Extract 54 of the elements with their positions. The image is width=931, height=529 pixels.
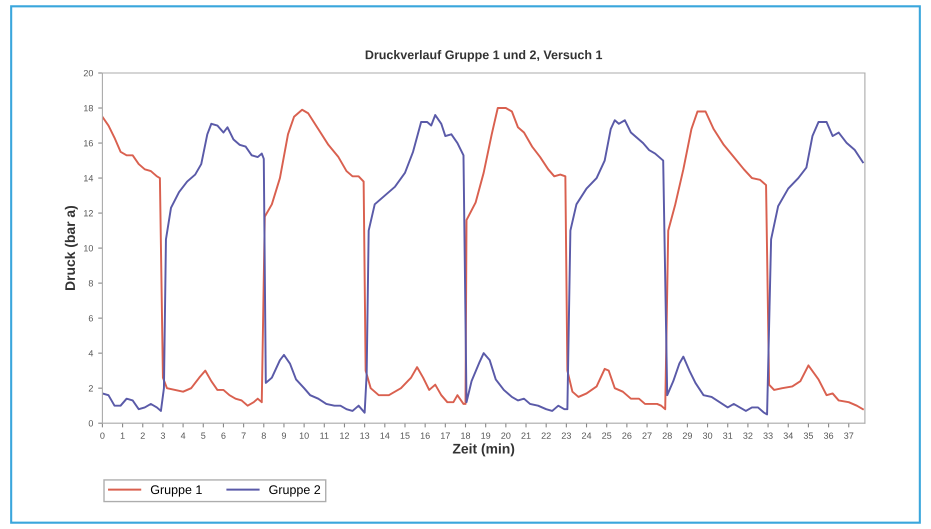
x-tick-label: 5: [201, 432, 206, 439]
y-tick-label: 12: [84, 210, 93, 216]
x-tick-label: 1: [120, 432, 125, 439]
legend-label: Gruppe 2: [269, 485, 320, 497]
y-tick-label: 2: [88, 385, 93, 392]
x-tick-label: 27: [642, 432, 652, 439]
y-tick-label: 4: [88, 350, 94, 356]
x-tick-label: 30: [702, 432, 712, 439]
x-tick-label: 9: [282, 432, 286, 439]
x-tick-label: 18: [461, 432, 470, 439]
y-tick-label: 8: [88, 280, 93, 286]
x-tick-label: 8: [262, 432, 266, 439]
y-tick-label: 10: [84, 245, 94, 252]
x-tick-label: 4: [180, 432, 186, 439]
x-tick-label: 22: [542, 432, 551, 439]
y-tick-label: 0: [88, 420, 94, 427]
y-tick-label: 20: [84, 70, 94, 76]
x-tick-label: 31: [723, 432, 732, 439]
x-tick-label: 37: [844, 432, 854, 439]
x-tick-label: 25: [602, 432, 612, 439]
x-tick-label: 16: [420, 432, 430, 439]
x-tick-label: 24: [582, 432, 592, 439]
y-tick-label: 16: [84, 140, 93, 146]
x-tick-label: 32: [743, 432, 752, 439]
x-tick-label: 13: [360, 432, 370, 439]
x-tick-label: 3: [160, 432, 166, 439]
x-tick-label: 34: [784, 432, 794, 439]
x-tick-label: 26: [622, 432, 632, 439]
x-tick-label: 7: [242, 432, 246, 439]
legend-label: Gruppe 1: [150, 485, 202, 497]
y-tick-label: 14: [84, 175, 94, 182]
y-axis-title: Druck (bar a): [64, 206, 78, 290]
x-tick-label: 28: [662, 432, 672, 439]
x-tick-label: 21: [521, 432, 531, 439]
x-tick-label: 33: [763, 432, 773, 439]
x-tick-label: 15: [400, 432, 410, 439]
x-tick-label: 6: [221, 432, 226, 439]
x-tick-label: 19: [481, 432, 490, 439]
x-tick-label: 17: [440, 432, 450, 439]
chart-title: Druckverlauf Gruppe 1 und 2, Versuch 1: [366, 50, 602, 62]
x-tick-label: 2: [140, 432, 145, 439]
x-tick-label: 35: [804, 432, 814, 439]
y-tick-label: 18: [84, 104, 93, 112]
x-tick-label: 29: [682, 432, 692, 439]
x-tick-label: 10: [300, 432, 309, 439]
x-tick-label: 12: [340, 432, 350, 439]
y-tick-label: 6: [88, 315, 93, 322]
x-tick-label: 11: [320, 432, 329, 439]
x-axis-title: Zeit (min): [452, 443, 514, 456]
x-tick-label: 20: [501, 432, 511, 439]
x-tick-label: 14: [380, 432, 390, 439]
x-tick-label: 23: [562, 432, 571, 439]
x-tick-label: 36: [824, 432, 834, 439]
x-tick-label: 0: [100, 432, 105, 439]
